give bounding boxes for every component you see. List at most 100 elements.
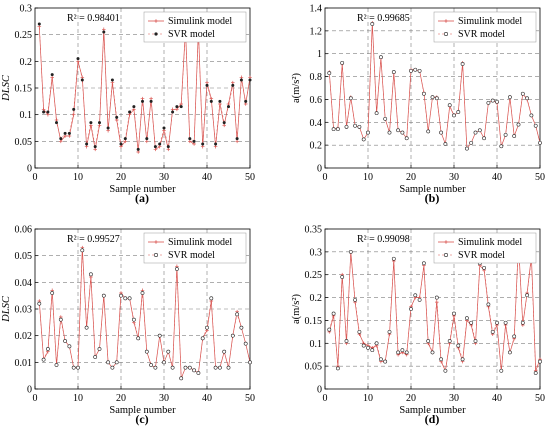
svr-point bbox=[447, 103, 452, 108]
svr-point bbox=[460, 62, 465, 66]
svr-point bbox=[404, 350, 409, 355]
svr-point bbox=[409, 307, 413, 311]
r-squared-annotation: R² = 0.99685 bbox=[357, 13, 410, 24]
x-tick-label: 50 bbox=[245, 172, 255, 183]
svr-point bbox=[170, 365, 175, 370]
svr-point bbox=[149, 99, 153, 103]
svr-point bbox=[331, 311, 336, 316]
panel-label: (a) bbox=[135, 191, 149, 205]
svr-point bbox=[235, 137, 239, 141]
svr-point bbox=[426, 129, 431, 134]
chart-panel-3: 0 10 20 30 40 50 0 0.01 0.02 0.03 0.04 0.05 0.06 Samp… bbox=[1, 225, 255, 427]
legend-svr-label: SVR model bbox=[168, 250, 215, 261]
legend-simulink-marker bbox=[154, 240, 158, 244]
svr-point bbox=[340, 60, 345, 65]
svr-point bbox=[443, 142, 448, 146]
svr-point bbox=[244, 99, 248, 103]
svr-point bbox=[499, 144, 504, 149]
legend-simulink-label: Simulink model bbox=[458, 16, 522, 27]
y-axis-label: DLSC bbox=[1, 74, 12, 102]
y-tick-label: 0.35 bbox=[305, 225, 323, 236]
svr-point bbox=[46, 347, 50, 351]
svr-point bbox=[132, 105, 136, 109]
y-tick-label: 0.8 bbox=[310, 72, 323, 83]
svr-point bbox=[162, 126, 166, 130]
x-tick-label: 10 bbox=[73, 393, 83, 404]
legend-svr-marker bbox=[154, 253, 159, 258]
legend-box bbox=[143, 11, 247, 43]
svr-point bbox=[464, 316, 469, 321]
svr-point bbox=[141, 99, 144, 103]
svr-point bbox=[97, 347, 102, 351]
svr-point bbox=[525, 293, 530, 298]
svr-point bbox=[192, 368, 197, 373]
svr-point bbox=[136, 336, 141, 341]
y-tick-label: 1 bbox=[317, 49, 322, 60]
svr-point bbox=[426, 339, 431, 343]
svr-point bbox=[231, 83, 235, 87]
svr-point bbox=[196, 371, 201, 375]
svr-point bbox=[529, 113, 534, 118]
chart-panel-1: 0 10 20 30 40 50 0 0.05 0.1 0.15 0.2 0.25 0.3 Sample … bbox=[1, 4, 255, 206]
svr-point bbox=[145, 137, 149, 141]
x-tick-label: 40 bbox=[492, 172, 502, 183]
svr-point bbox=[201, 142, 205, 146]
x-tick-label: 0 bbox=[323, 393, 328, 404]
svr-point bbox=[361, 137, 366, 142]
svr-point bbox=[188, 137, 192, 141]
legend-box bbox=[433, 232, 537, 264]
y-tick-label: 0.01 bbox=[15, 358, 33, 369]
r-squared-annotation: R² = 0.98401 bbox=[67, 13, 120, 24]
y-tick-label: 0.2 bbox=[310, 141, 323, 152]
svr-point bbox=[400, 348, 405, 353]
y-tick-label: 0.02 bbox=[15, 331, 33, 342]
svr-point bbox=[72, 107, 76, 111]
x-axis-label: Sample number bbox=[399, 184, 466, 195]
svr-point bbox=[361, 343, 366, 348]
svr-point bbox=[80, 78, 84, 82]
y-tick-label: 0.05 bbox=[15, 251, 33, 262]
svr-point bbox=[357, 124, 362, 129]
simulink-point bbox=[435, 300, 439, 304]
y-tick-label: 0.15 bbox=[15, 84, 33, 95]
y-tick-label: 0.03 bbox=[15, 305, 33, 316]
legend-simulink-marker bbox=[444, 19, 448, 23]
svr-point bbox=[404, 136, 409, 141]
svr-point bbox=[209, 99, 213, 103]
svr-point bbox=[357, 329, 362, 334]
svr-point bbox=[217, 365, 222, 370]
svr-point bbox=[452, 311, 456, 316]
svr-point bbox=[59, 137, 63, 141]
svr-point bbox=[41, 357, 46, 362]
y-axis-label: a(m/s²) bbox=[291, 73, 302, 103]
svr-point bbox=[473, 130, 478, 135]
svr-point bbox=[499, 368, 504, 373]
svr-point bbox=[222, 121, 226, 125]
svr-point bbox=[533, 123, 538, 128]
legend-svr-label: SVR model bbox=[458, 29, 505, 40]
svr-point bbox=[378, 357, 383, 362]
x-tick-label: 40 bbox=[202, 172, 212, 183]
svr-point bbox=[327, 71, 332, 76]
svr-point bbox=[89, 121, 93, 125]
svr-point bbox=[93, 145, 97, 149]
svr-point bbox=[115, 115, 119, 119]
svr-point bbox=[214, 142, 218, 146]
svr-point bbox=[482, 136, 487, 141]
svr-point bbox=[374, 111, 379, 116]
svr-point bbox=[456, 110, 461, 114]
svr-point bbox=[421, 261, 426, 266]
svr-point bbox=[85, 142, 89, 146]
x-axis-label: Sample number bbox=[399, 405, 466, 416]
svr-point bbox=[396, 128, 401, 133]
svr-point bbox=[533, 371, 538, 375]
x-tick-label: 20 bbox=[116, 172, 126, 183]
svr-point bbox=[106, 360, 111, 365]
svr-point bbox=[171, 110, 175, 114]
svr-point bbox=[512, 334, 517, 339]
svr-point bbox=[140, 291, 145, 295]
y-tick-label: 0.1 bbox=[20, 110, 33, 121]
svr-point bbox=[327, 327, 332, 332]
svr-point bbox=[179, 105, 183, 109]
svr-point bbox=[179, 376, 184, 381]
